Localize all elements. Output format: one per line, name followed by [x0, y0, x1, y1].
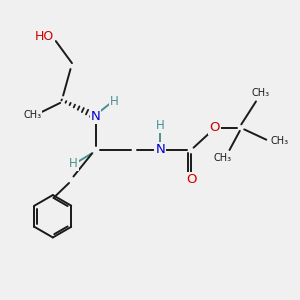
Text: O: O: [186, 173, 196, 186]
Text: HO: HO: [34, 30, 54, 43]
Text: H: H: [110, 95, 119, 108]
Text: H: H: [156, 119, 165, 132]
Text: N: N: [155, 143, 165, 157]
Text: H: H: [69, 157, 78, 170]
Text: O: O: [209, 122, 220, 134]
Text: N: N: [91, 110, 100, 123]
Text: CH₃: CH₃: [213, 153, 231, 163]
Text: CH₃: CH₃: [251, 88, 269, 98]
Text: CH₃: CH₃: [23, 110, 41, 120]
Text: CH₃: CH₃: [271, 136, 289, 146]
